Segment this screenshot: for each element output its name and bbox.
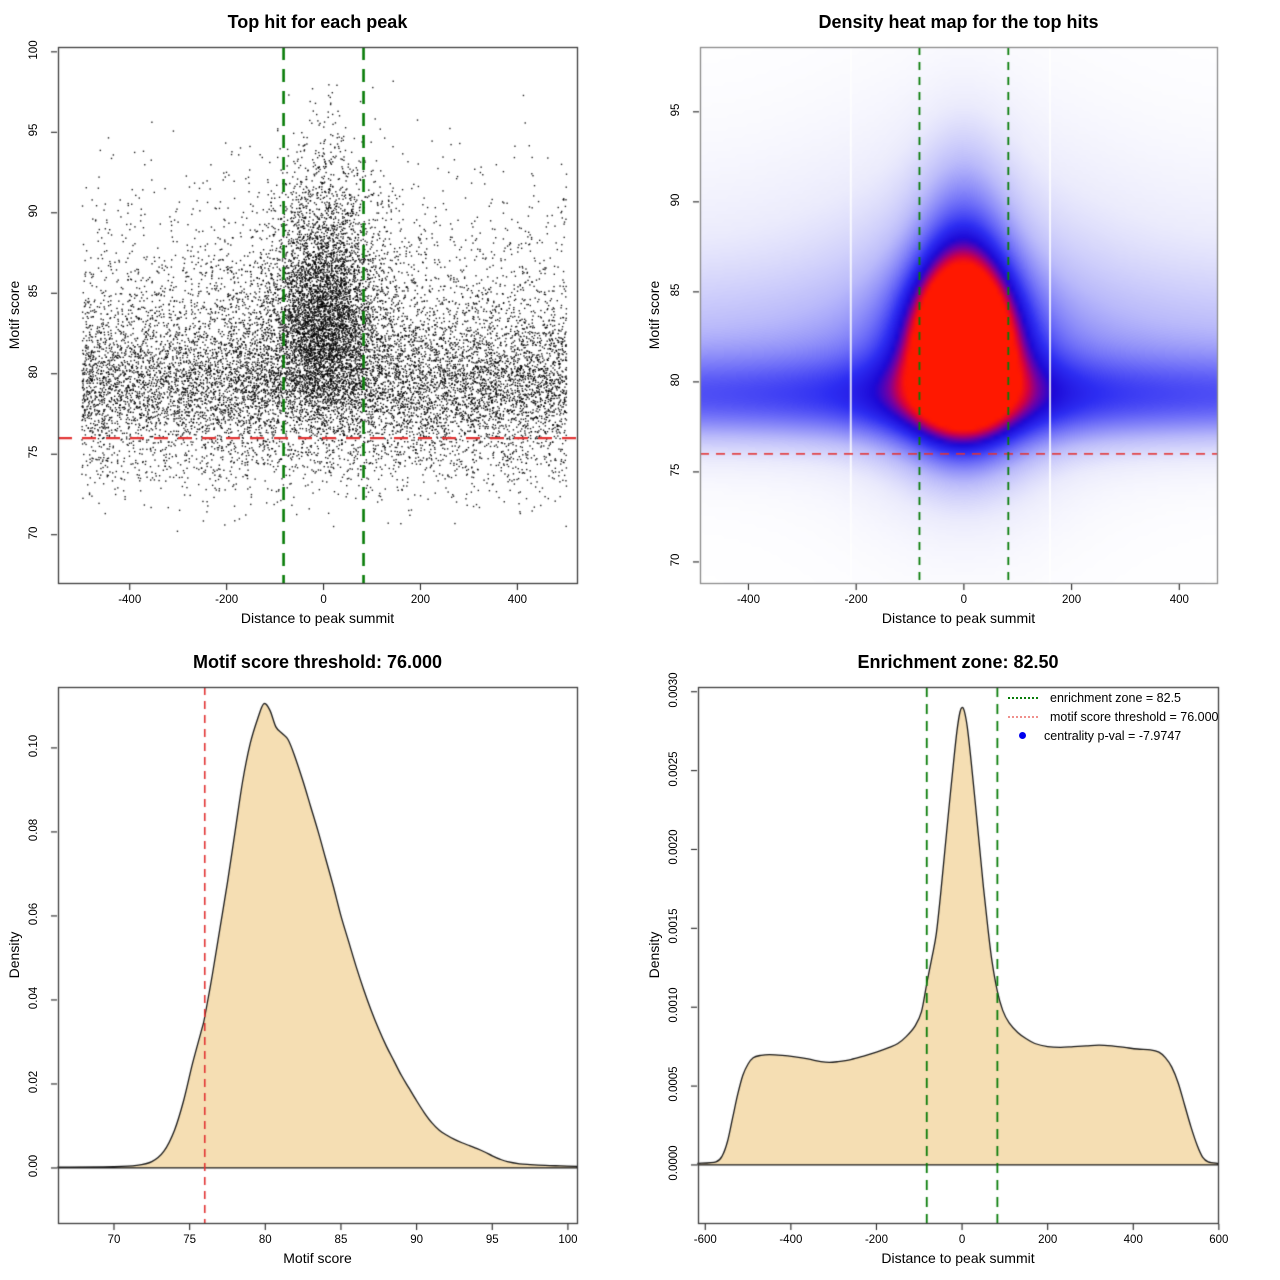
y-tick-label: 0.04 [28,986,40,1010]
legend: enrichment zone = 82.5 motif score thres… [1008,690,1219,743]
x-tick-label: 70 [107,1234,121,1246]
panel-enrichment-zone-density: Enrichment zone: 82.50 Distance to peak … [640,640,1280,1280]
x-tick-label: 90 [410,1234,423,1246]
x-tick-label: -200 [864,1234,888,1246]
y-tick-label: 80 [28,365,40,379]
x-tick-label: 95 [485,1234,499,1246]
x-tick-label: 80 [258,1234,272,1246]
y-tick-label: 85 [28,284,40,298]
y-tick-label: 70 [670,553,682,567]
y-axis-label: Density [646,931,662,979]
page-title: Top hit for each peak [227,12,408,32]
y-tick-label: 0.00 [28,1154,40,1178]
panel-density-heatmap: Density heat map for the top hits Distan… [640,0,1280,640]
page-title: Motif score threshold: 76.000 [192,652,443,672]
x-tick-label: 100 [558,1234,578,1246]
legend-item-label: centrality p-val = -7.9747 [1044,728,1182,743]
y-axis-label: Density [6,931,22,979]
density-plot-canvas [0,640,640,1280]
y-tick-label: 95 [670,103,682,117]
x-axis-label: Motif score [283,1250,352,1266]
dotted-line-swatch-icon [1008,696,1038,699]
y-tick-label: 0.0020 [668,829,680,866]
y-tick-label: 70 [28,526,40,540]
y-tick-label: 75 [28,445,40,459]
x-tick-label: -400 [736,594,760,606]
y-tick-label: 0.08 [28,818,40,842]
y-tick-label: 100 [28,40,40,60]
legend-item-label: enrichment zone = 82.5 [1050,690,1181,705]
scatter-plot-canvas [0,0,640,640]
x-tick-label: 200 [410,594,431,606]
y-tick-label: 0.0030 [668,672,680,708]
heatmap-canvas [640,0,1280,640]
y-tick-label: 0.0025 [668,751,680,787]
panel-scatter-top-hits: Top hit for each peak Distance to peak s… [0,0,640,640]
y-tick-label: 0.0015 [668,908,680,944]
y-tick-label: 85 [670,283,682,297]
x-tick-label: -200 [215,594,239,606]
x-tick-label: 75 [183,1234,197,1246]
panel-motif-score-density: Motif score threshold: 76.000 Motif scor… [0,640,640,1280]
x-tick-label: -600 [693,1234,717,1246]
dot-marker-icon [1019,732,1026,739]
x-tick-label: 0 [320,594,327,606]
x-tick-label: 200 [1062,594,1082,606]
y-tick-label: 0.0010 [668,987,680,1023]
legend-item: centrality p-val = -7.9747 [1008,728,1219,743]
y-tick-label: 95 [28,123,40,137]
x-tick-label: 400 [1169,594,1189,606]
x-tick-label: 0 [958,1234,966,1246]
x-tick-label: -200 [844,594,868,606]
x-tick-label: -400 [779,1234,803,1246]
x-axis-label: Distance to peak summit [881,610,1036,626]
y-tick-label: 75 [670,463,682,477]
x-tick-label: -400 [118,594,142,606]
x-tick-label: 600 [1209,1234,1229,1246]
y-tick-label: 0.10 [28,734,40,758]
y-tick-label: 0.02 [28,1070,40,1094]
legend-item: enrichment zone = 82.5 [1008,690,1219,705]
x-tick-label: 0 [960,594,968,606]
dotted-line-swatch-icon [1008,715,1038,718]
x-axis-label: Distance to peak summit [240,610,395,626]
legend-item-label: motif score threshold = 76.000 [1050,709,1219,724]
x-tick-label: 200 [1038,1234,1058,1246]
legend-item: motif score threshold = 76.000 [1008,709,1219,724]
page-title: Enrichment zone: 82.50 [857,652,1059,672]
x-tick-label: 85 [334,1234,348,1246]
x-axis-label: Distance to peak summit [881,1250,1035,1266]
y-axis-label: Motif score [646,280,662,350]
y-tick-label: 90 [28,204,40,218]
page-title: Density heat map for the top hits [818,12,1099,32]
y-tick-label: 0.0005 [668,1066,680,1102]
y-tick-label: 90 [670,193,682,207]
y-axis-label: Motif score [6,280,22,350]
x-tick-label: 400 [1123,1234,1143,1246]
y-tick-label: 0.06 [28,902,40,926]
x-tick-label: 400 [507,594,527,606]
y-tick-label: 80 [670,373,682,387]
density-plot-canvas [640,640,1280,1280]
y-tick-label: 0.0000 [668,1145,680,1181]
